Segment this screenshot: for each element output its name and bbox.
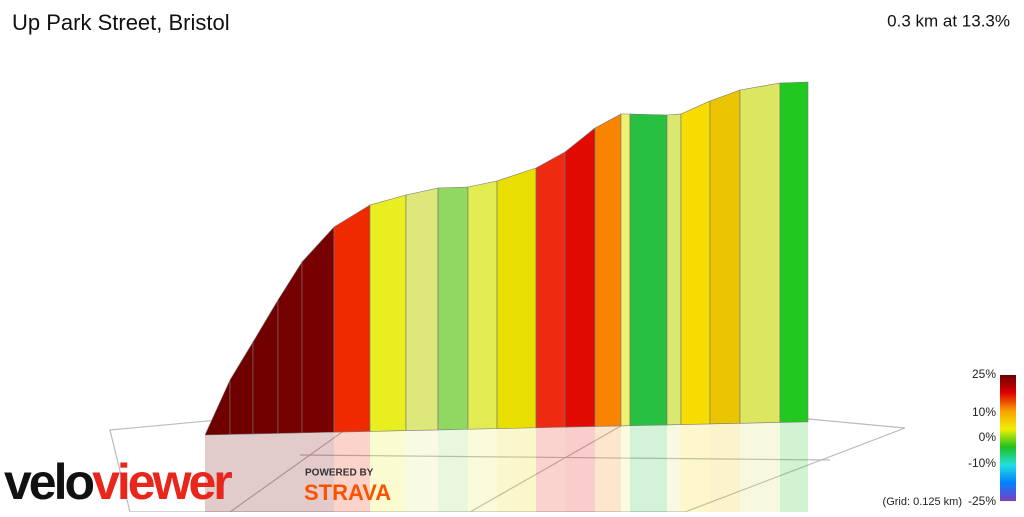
segment-reflection bbox=[302, 432, 334, 512]
segment bbox=[739, 82, 781, 424]
legend-bar bbox=[1000, 375, 1016, 501]
segment bbox=[467, 180, 498, 430]
segment-reflection bbox=[565, 426, 595, 512]
segment bbox=[620, 113, 631, 427]
logo-a: velo bbox=[4, 454, 94, 510]
strava: STRAVA bbox=[304, 480, 391, 505]
segment-reflection bbox=[681, 423, 710, 512]
segment bbox=[252, 298, 279, 435]
profile bbox=[204, 81, 809, 436]
powered-by: POWERED BY bbox=[305, 468, 374, 479]
legend-label: 0% bbox=[979, 430, 997, 444]
legend-label: -25% bbox=[968, 494, 996, 508]
logo: veloviewer bbox=[4, 454, 232, 510]
legend-label: -10% bbox=[968, 456, 996, 470]
segment bbox=[204, 379, 231, 436]
segment bbox=[405, 187, 439, 431]
segment bbox=[666, 113, 682, 426]
legend-label: 10% bbox=[972, 405, 996, 419]
segment bbox=[779, 81, 809, 423]
segment-reflection bbox=[438, 429, 468, 512]
grid-note: (Grid: 0.125 km) bbox=[883, 496, 962, 508]
segment bbox=[709, 89, 741, 425]
segment-reflection bbox=[740, 422, 780, 512]
segment bbox=[333, 204, 371, 433]
title: Up Park Street, Bristol bbox=[12, 10, 230, 35]
segment bbox=[229, 340, 254, 435]
segment-reflection bbox=[230, 433, 253, 512]
segment-reflection bbox=[253, 433, 278, 512]
segment bbox=[594, 113, 622, 427]
segment-reflection bbox=[780, 421, 808, 512]
segment bbox=[369, 194, 407, 432]
segment-reflection bbox=[334, 431, 370, 512]
segment bbox=[301, 226, 335, 434]
segment bbox=[680, 100, 711, 425]
segment-reflection bbox=[667, 424, 681, 512]
grid-line bbox=[469, 414, 641, 513]
segment-reflection bbox=[536, 427, 565, 512]
segment-reflection bbox=[710, 423, 740, 512]
segment-reflection bbox=[278, 432, 302, 512]
segment bbox=[277, 260, 303, 434]
segment bbox=[629, 113, 668, 427]
segment-reflection bbox=[205, 434, 230, 512]
summary: 0.3 km at 13.3% bbox=[887, 11, 1010, 30]
segment-reflection bbox=[370, 430, 406, 512]
segment bbox=[496, 167, 537, 429]
segment-reflection bbox=[621, 425, 630, 512]
segment-reflection bbox=[595, 425, 621, 512]
logo-b: viewer bbox=[92, 454, 232, 510]
segment bbox=[564, 127, 596, 428]
segment bbox=[437, 186, 469, 431]
segment-reflection bbox=[406, 429, 438, 512]
segment-reflection bbox=[468, 428, 497, 512]
segment-reflection bbox=[497, 427, 536, 512]
segment bbox=[535, 151, 566, 429]
segment-reflection bbox=[630, 424, 667, 512]
reflection bbox=[205, 421, 808, 512]
legend-label: 25% bbox=[972, 367, 996, 381]
legend: 25% 10% 0% -10% -25% bbox=[968, 367, 996, 508]
grid-line bbox=[299, 454, 831, 461]
